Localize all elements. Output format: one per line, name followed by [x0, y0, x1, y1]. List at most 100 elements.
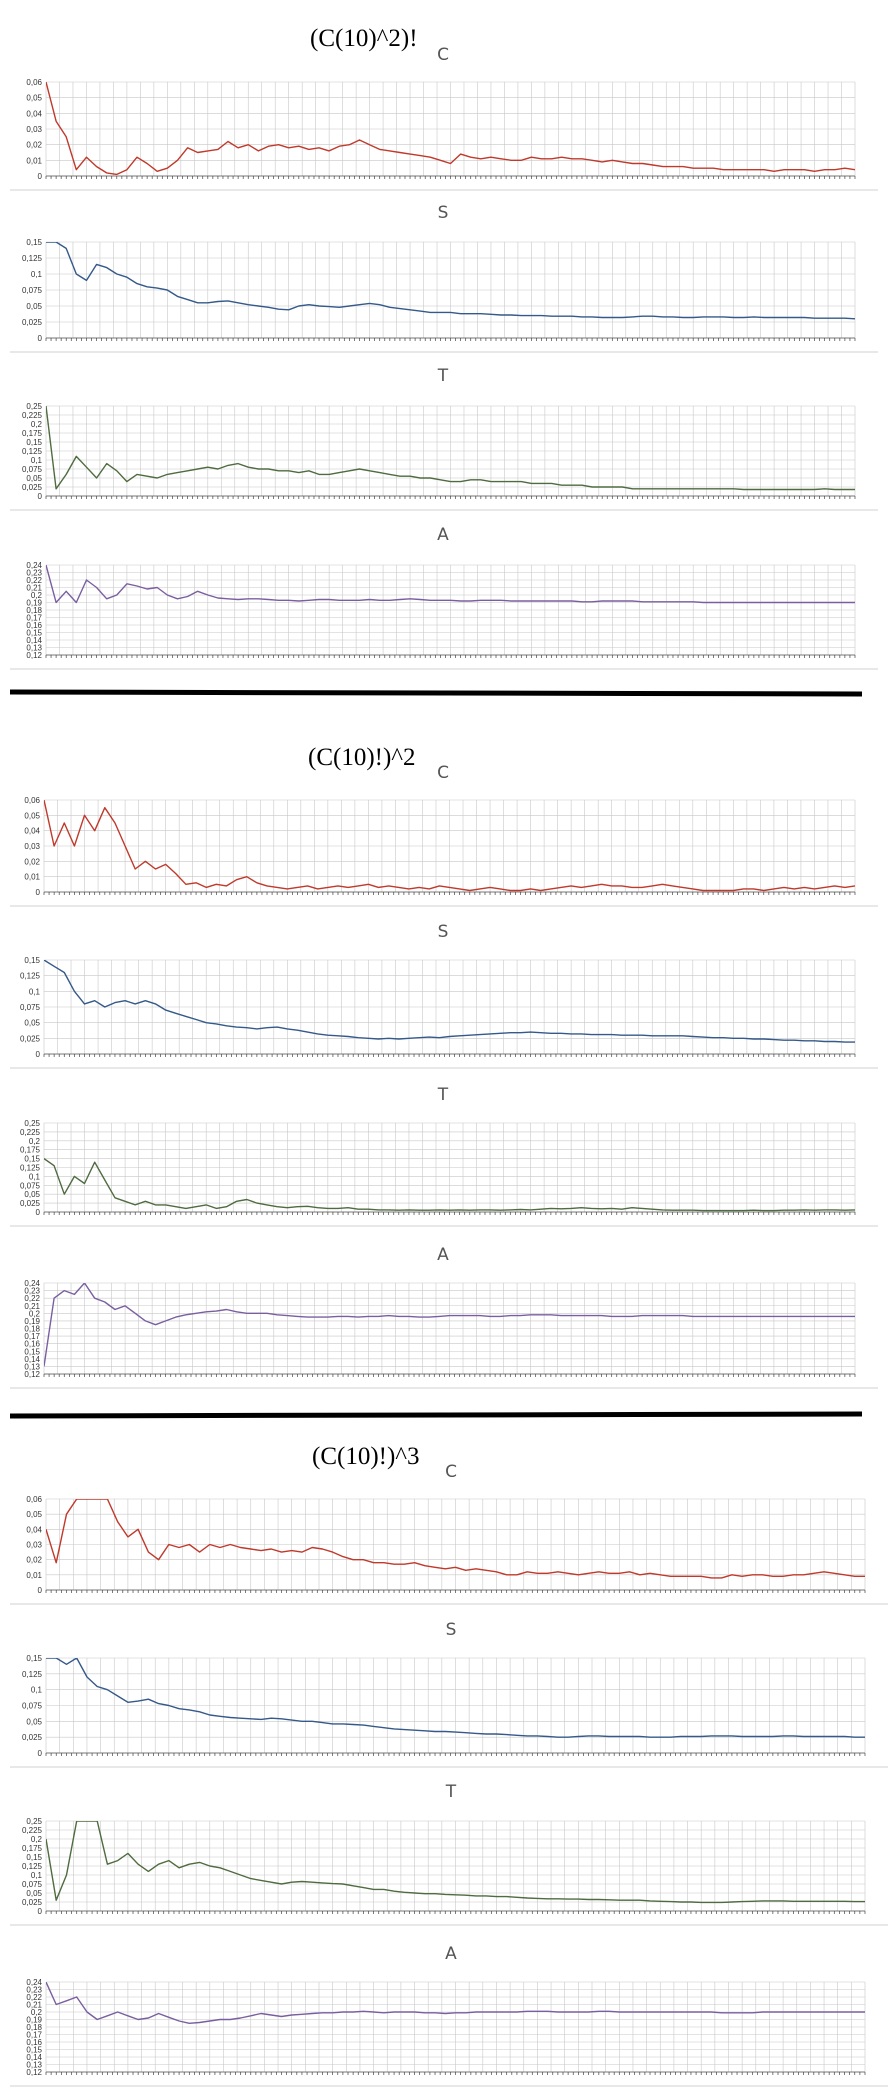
y-tick-label: 0,125 — [20, 972, 41, 981]
y-tick-label: 0,24 — [26, 1978, 42, 1987]
chart-panel-3-A: A 0,120,130,140,150,160,170,180,190,20,21… — [10, 1944, 888, 2087]
y-tick-label: 0,12 — [26, 651, 42, 660]
panel-title: S — [438, 203, 449, 223]
series-line-S — [46, 242, 855, 320]
y-tick-label: 0,22 — [24, 1294, 40, 1303]
chart-panel-3-C: C 0 0,01 0,02 0,03 0,04 0,05 0,06 — [10, 1462, 888, 1605]
y-tick-label: 0,05 — [26, 302, 42, 311]
y-tick-label: 0,24 — [24, 1279, 40, 1288]
series-line-T — [44, 1158, 855, 1212]
y-tick-label: 0,01 — [26, 156, 42, 165]
y-tick-label: 0,125 — [20, 1164, 41, 1173]
y-tick-label: 0,025 — [22, 1733, 43, 1742]
y-tick-label: 0,13 — [26, 2061, 42, 2070]
section-separator-1 — [9, 689, 863, 697]
y-tick-label: 0,15 — [26, 438, 42, 447]
y-tick-label: 0,175 — [20, 1146, 41, 1155]
y-tick-label: 0,25 — [24, 1119, 40, 1128]
y-tick-label: 0,025 — [22, 483, 43, 492]
y-tick-label: 0,22 — [26, 1993, 42, 2002]
y-tick-label: 0,05 — [24, 1190, 40, 1199]
series-line-A — [46, 565, 855, 604]
panel-title: T — [437, 1085, 449, 1105]
y-tick-label: 0,21 — [26, 2001, 42, 2010]
y-tick-label: 0,16 — [24, 1340, 40, 1349]
y-tick-label: 0,125 — [22, 1670, 43, 1679]
y-tick-label: 0,075 — [20, 1003, 41, 1012]
y-tick-label: 0,2 — [31, 2008, 43, 2017]
y-tick-label: 0,1 — [31, 1871, 43, 1880]
y-tick-label: 0,04 — [26, 1525, 42, 1534]
y-tick-label: 0,05 — [26, 1510, 42, 1519]
y-tick-label: 0,23 — [26, 569, 42, 578]
y-tick-label: 0,125 — [22, 1862, 43, 1871]
y-tick-label: 0 — [38, 492, 43, 501]
y-tick-label: 0,075 — [22, 1880, 43, 1889]
y-tick-label: 0,2 — [31, 1835, 43, 1844]
y-tick-label: 0,17 — [26, 2031, 42, 2040]
y-tick-label: 0,12 — [24, 1370, 40, 1379]
y-tick-label: 0,16 — [26, 621, 42, 630]
panel-title: S — [446, 1620, 457, 1640]
y-tick-label: 0,25 — [26, 1817, 42, 1826]
series-line-C — [46, 82, 855, 176]
y-tick-label: 0,075 — [20, 1181, 41, 1190]
series-line-A — [44, 1283, 855, 1367]
y-tick-label: 0,125 — [22, 254, 43, 263]
chart-panel-1-A: A 0,120,130,140,150,160,170,180,190,20,21… — [10, 525, 878, 670]
y-tick-label: 0,13 — [26, 644, 42, 653]
y-tick-label: 0,13 — [24, 1362, 40, 1371]
y-tick-label: 0,19 — [26, 599, 42, 608]
series-line-A — [46, 1982, 865, 2025]
y-tick-label: 0 — [36, 1050, 41, 1059]
chart-panel-1-S: S 0 0,025 0,05 0,075 0,1 0,125 0,15 — [10, 203, 878, 353]
panel-title: A — [437, 525, 449, 545]
y-tick-label: 0 — [38, 1749, 43, 1758]
y-tick-label: 0,14 — [24, 1355, 40, 1364]
y-tick-label: 0,06 — [24, 796, 40, 805]
chart-panel-2-A: A 0,120,130,140,150,160,170,180,190,20,21… — [10, 1245, 878, 1389]
y-tick-label: 0,02 — [24, 857, 40, 866]
y-tick-label: 0,1 — [31, 270, 43, 279]
y-tick-label: 0,06 — [26, 78, 42, 87]
panel-title: A — [437, 1245, 449, 1265]
y-tick-label: 0,2 — [29, 1309, 41, 1318]
y-tick-label: 0,18 — [24, 1325, 40, 1334]
y-tick-label: 0 — [36, 1208, 41, 1217]
y-tick-label: 0,2 — [31, 420, 43, 429]
y-tick-label: 0 — [38, 172, 43, 181]
y-tick-label: 0,21 — [26, 584, 42, 593]
y-tick-label: 0,15 — [26, 2046, 42, 2055]
y-tick-label: 0,15 — [26, 629, 42, 638]
y-tick-label: 0,05 — [24, 1019, 40, 1028]
chart-panel-2-T: T 00,0250,050,0750,10,1250,150,1750,20,22… — [10, 1085, 878, 1227]
y-tick-label: 0,225 — [20, 1128, 41, 1137]
y-tick-label: 0,225 — [22, 411, 43, 420]
y-tick-label: 0,125 — [22, 447, 43, 456]
y-tick-label: 0,2 — [31, 591, 43, 600]
y-tick-label: 0,1 — [31, 456, 43, 465]
y-tick-label: 0,06 — [26, 1495, 42, 1504]
y-tick-label: 0,02 — [26, 1556, 42, 1565]
y-tick-label: 0,18 — [26, 606, 42, 615]
panel-title: C — [437, 763, 449, 783]
y-tick-label: 0,18 — [26, 2023, 42, 2032]
y-tick-label: 0,025 — [20, 1199, 41, 1208]
section-separator-2 — [9, 1411, 863, 1419]
y-tick-label: 0,05 — [26, 1717, 42, 1726]
series-line-S — [46, 1658, 865, 1738]
y-tick-label: 0,02 — [26, 141, 42, 150]
y-tick-label: 0,21 — [24, 1302, 40, 1311]
chart-panel-2-C: C 0 0,01 0,02 0,03 0,04 0,05 0,06 — [10, 763, 878, 907]
series-line-T — [46, 1821, 865, 1904]
y-tick-label: 0 — [38, 1907, 43, 1916]
panel-title: C — [445, 1462, 457, 1482]
y-tick-label: 0,175 — [22, 429, 43, 438]
y-tick-label: 0,01 — [24, 873, 40, 882]
y-tick-label: 0,05 — [26, 1889, 42, 1898]
series-line-T — [46, 406, 855, 491]
y-tick-label: 0,025 — [20, 1034, 41, 1043]
y-tick-label: 0,1 — [29, 1172, 41, 1181]
y-tick-label: 0,15 — [26, 238, 42, 247]
